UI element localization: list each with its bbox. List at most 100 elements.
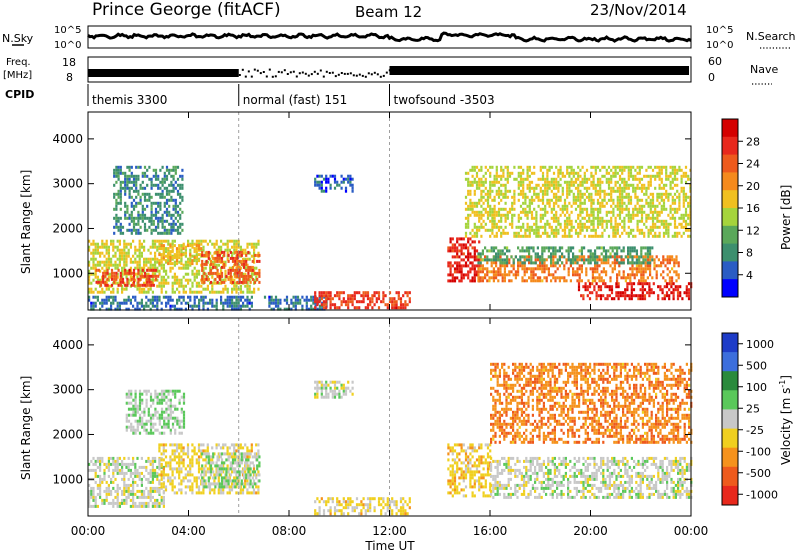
data-cell — [253, 242, 256, 246]
data-cell — [561, 228, 564, 232]
data-cell — [312, 298, 315, 302]
data-cell — [195, 275, 198, 279]
data-cell — [607, 261, 610, 265]
data-cell — [160, 266, 163, 270]
data-cell — [489, 186, 492, 190]
data-cell — [510, 255, 513, 259]
data-cell — [160, 260, 163, 264]
data-cell — [523, 270, 526, 274]
data-cell — [484, 276, 487, 280]
data-cell — [541, 177, 545, 181]
data-cell — [121, 171, 125, 175]
data-cell — [193, 304, 196, 308]
data-cell — [610, 168, 613, 172]
data-cell — [594, 186, 597, 190]
data-cell — [110, 274, 114, 278]
data-cell — [143, 216, 147, 220]
data-band-5 — [113, 165, 184, 235]
data-cell — [105, 260, 108, 264]
data-cell — [118, 239, 121, 243]
data-cell — [112, 468, 115, 472]
data-cell — [99, 489, 102, 493]
data-cell — [116, 489, 119, 493]
data-cell — [349, 294, 352, 298]
data-cell — [662, 222, 666, 226]
data-cell — [128, 195, 131, 199]
data-cell — [568, 231, 571, 235]
freq-dot — [340, 72, 343, 74]
data-cell — [253, 253, 257, 257]
data-cell — [616, 165, 619, 169]
data-cell — [116, 263, 119, 267]
data-cell — [165, 278, 168, 282]
data-cell — [116, 495, 119, 499]
data-cell — [231, 290, 234, 294]
data-cell — [201, 250, 204, 254]
data-cell — [160, 452, 163, 456]
data-cell — [627, 261, 630, 265]
data-cell — [641, 294, 644, 298]
data-cell — [561, 261, 564, 265]
data-cell — [161, 165, 164, 169]
data-cell — [200, 443, 203, 447]
data-cell — [123, 251, 126, 255]
data-cell — [118, 301, 121, 305]
data-cell — [164, 259, 168, 263]
data-cell — [616, 228, 619, 232]
data-cell — [258, 268, 261, 272]
data-cell — [226, 239, 229, 243]
data-cell — [135, 183, 138, 187]
data-cell — [557, 168, 560, 172]
data-cell — [136, 287, 139, 291]
data-cell — [684, 174, 688, 178]
data-cell — [539, 165, 542, 169]
data-cell — [106, 268, 109, 272]
data-cell — [621, 198, 624, 202]
data-cell — [123, 477, 126, 481]
data-cell — [169, 269, 172, 273]
data-cell — [607, 180, 611, 184]
data-cell — [318, 294, 321, 298]
data-cell — [581, 180, 584, 184]
data-cell — [521, 276, 524, 280]
data-cell — [395, 291, 398, 295]
data-cell — [544, 177, 547, 181]
data-cell — [171, 284, 174, 288]
data-cell — [591, 270, 594, 274]
data-cell — [634, 207, 637, 211]
data-cell — [222, 301, 225, 305]
data-cell — [632, 165, 635, 169]
data-cell — [609, 276, 612, 280]
data-cell — [336, 294, 339, 298]
data-cell — [519, 216, 523, 220]
data-cell — [92, 456, 95, 460]
data-cell — [191, 458, 194, 462]
data-cell — [127, 486, 130, 490]
data-cell — [672, 288, 675, 292]
data-cell — [258, 253, 261, 257]
data-cell — [447, 249, 450, 253]
data-cell — [321, 307, 324, 311]
data-cell — [178, 266, 181, 270]
data-cell — [107, 501, 110, 505]
data-cell — [169, 256, 172, 260]
data-cell — [134, 266, 137, 270]
data-cell — [105, 245, 108, 249]
data-cell — [233, 301, 236, 305]
data-cell — [189, 488, 192, 492]
data-cell — [658, 186, 661, 190]
data-cell — [629, 183, 633, 187]
nsearch-tick-bottom: 10^0 — [706, 40, 733, 51]
freq-tick-top: 18 — [62, 56, 76, 69]
data-cell — [149, 278, 152, 282]
data-cell — [657, 294, 660, 298]
data-cell — [150, 195, 153, 199]
data-cell — [614, 180, 617, 184]
data-cell — [132, 501, 135, 505]
data-cell — [550, 183, 553, 187]
data-cell — [163, 219, 166, 223]
data-cell — [660, 165, 663, 169]
data-cell — [489, 183, 492, 187]
data-cell — [270, 298, 273, 302]
data-cell — [170, 213, 173, 217]
